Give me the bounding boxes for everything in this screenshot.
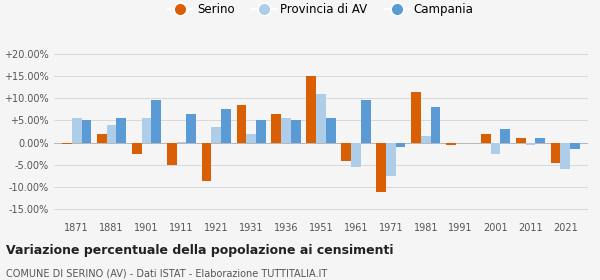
Bar [271, 114, 281, 143]
Legend: Serino, Provincia di AV, Campania: Serino, Provincia di AV, Campania [164, 0, 478, 21]
Bar [570, 143, 580, 150]
Bar [446, 143, 456, 145]
Bar [560, 143, 570, 169]
Bar [142, 118, 151, 143]
Bar [481, 134, 491, 143]
Bar [386, 143, 395, 176]
Bar [97, 134, 107, 143]
Bar [72, 118, 82, 143]
Bar [186, 114, 196, 143]
Bar [376, 143, 386, 192]
Bar [176, 142, 186, 143]
Bar [221, 109, 231, 143]
Bar [236, 105, 247, 143]
Text: Variazione percentuale della popolazione ai censimenti: Variazione percentuale della popolazione… [6, 244, 394, 256]
Bar [361, 101, 371, 143]
Bar [526, 143, 535, 145]
Bar [341, 143, 351, 160]
Bar [421, 136, 431, 143]
Bar [62, 143, 72, 144]
Bar [500, 129, 510, 143]
Bar [82, 120, 91, 143]
Bar [256, 120, 266, 143]
Bar [431, 107, 440, 143]
Bar [551, 143, 560, 163]
Text: COMUNE DI SERINO (AV) - Dati ISTAT - Elaborazione TUTTITALIA.IT: COMUNE DI SERINO (AV) - Dati ISTAT - Ela… [6, 269, 327, 279]
Bar [411, 92, 421, 143]
Bar [307, 76, 316, 143]
Bar [132, 143, 142, 154]
Bar [211, 127, 221, 143]
Bar [395, 143, 406, 147]
Bar [516, 138, 526, 143]
Bar [326, 118, 335, 143]
Bar [202, 143, 211, 181]
Bar [491, 143, 500, 154]
Bar [535, 138, 545, 143]
Bar [291, 120, 301, 143]
Bar [116, 118, 126, 143]
Bar [151, 101, 161, 143]
Bar [167, 143, 176, 165]
Bar [351, 143, 361, 167]
Bar [316, 94, 326, 143]
Bar [107, 125, 116, 143]
Bar [281, 118, 291, 143]
Bar [247, 134, 256, 143]
